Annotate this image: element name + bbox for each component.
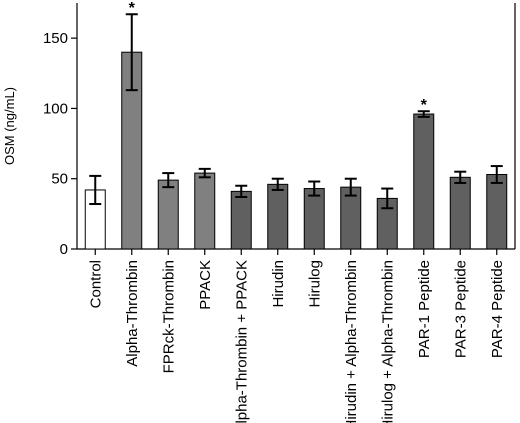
- y-tick-label: 50: [51, 171, 68, 188]
- x-tick-label: FPRck-Thrombin: [160, 260, 177, 373]
- x-tick-label: PAR-3 Peptide: [452, 260, 469, 358]
- x-tick-label: Hirudin + Alpha-Thrombin: [343, 260, 360, 423]
- x-tick-label: PAR-1 Peptide: [416, 260, 433, 358]
- significance-marker: *: [421, 97, 428, 114]
- error-bars: [89, 13, 503, 210]
- y-axis-title: OSM (ng/mL): [2, 87, 17, 165]
- y-tick-label: 150: [43, 30, 68, 47]
- x-tick-label: PPACK: [197, 260, 214, 310]
- x-tick-label: Alpha-Thrombin: [124, 260, 141, 367]
- bar: [267, 183, 289, 250]
- x-tick-label: Alpha-Thrombin + PPACK: [233, 260, 250, 423]
- y-tick-label: 0: [60, 241, 68, 258]
- bar: [303, 188, 325, 250]
- significance-marker: *: [129, 0, 136, 17]
- category-labels: Control Alpha-Thrombin FPRck-Thrombin PPACK…: [87, 260, 506, 423]
- x-tick-label: Hirulog: [306, 260, 323, 308]
- x-tick-label: Hirulog + Alpha-Thrombin: [379, 260, 396, 423]
- y-tick-label: 100: [43, 100, 68, 117]
- significance-markers: **: [129, 0, 428, 114]
- bar: [157, 179, 179, 250]
- axes: 0 50 100 150: [43, 3, 516, 258]
- bars: [84, 51, 508, 250]
- bar: [230, 190, 252, 250]
- x-tick-label: Hirudin: [270, 260, 287, 308]
- bar: [194, 172, 216, 250]
- x-tick-label: PAR-4 Peptide: [489, 260, 506, 358]
- bar: [449, 176, 471, 250]
- bar: [486, 173, 508, 250]
- x-tick-label: Control: [87, 260, 104, 308]
- bar: [413, 113, 435, 250]
